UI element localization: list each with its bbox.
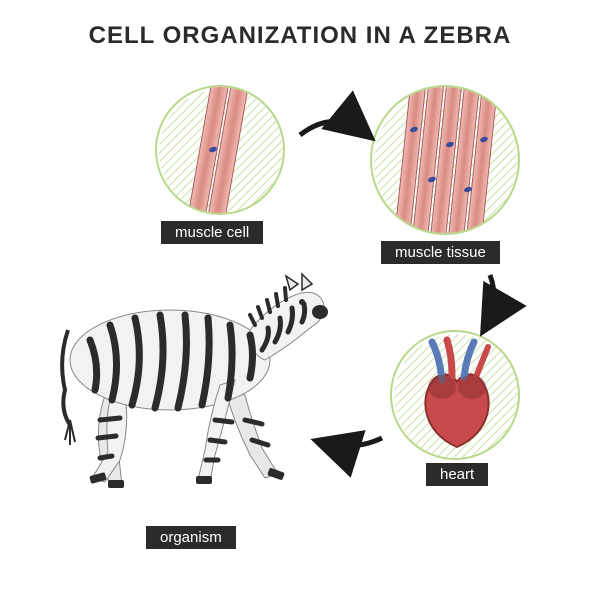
arrow-heart-to-organism — [0, 0, 600, 600]
